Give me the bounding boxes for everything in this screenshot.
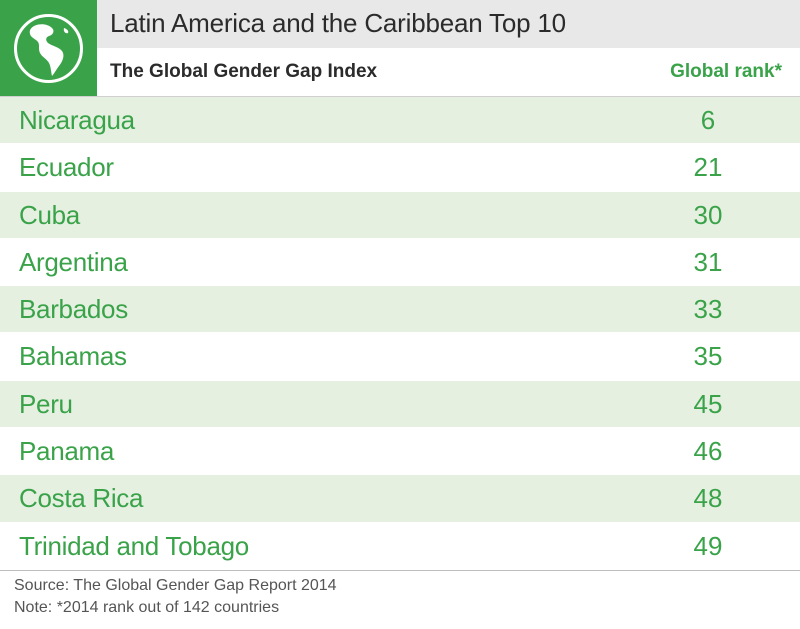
country-name: Costa Rica — [19, 483, 144, 514]
table-row: Nicaragua 6 — [0, 97, 800, 145]
table-row: Argentina 31 — [0, 238, 800, 287]
logo-box — [0, 0, 97, 97]
global-rank-value: 45 — [693, 388, 723, 419]
country-name: Bahamas — [19, 341, 127, 372]
table-row: Trinidad and Tobago 49 — [0, 522, 800, 570]
table-row: Peru 45 — [0, 380, 800, 429]
ranking-table: Nicaragua 6 Ecuador 21 Cuba 30 Argentina 31 Barb… — [0, 97, 800, 570]
table-row: Cuba 30 — [0, 191, 800, 239]
global-rank-value: 31 — [693, 246, 723, 277]
table-row: Bahamas 35 — [0, 333, 800, 381]
header: Latin America and the Caribbean Top 10 T… — [0, 0, 800, 97]
global-rank-value: 35 — [693, 341, 723, 372]
header-divider — [0, 96, 800, 97]
table-row: Barbados 33 — [0, 286, 800, 334]
title-band: Latin America and the Caribbean Top 10 — [97, 0, 800, 48]
page-title: Latin America and the Caribbean Top 10 — [110, 8, 566, 38]
global-rank-value: 21 — [693, 152, 723, 183]
country-name: Nicaragua — [19, 105, 135, 135]
global-rank-value: 6 — [700, 105, 716, 135]
country-name: Argentina — [19, 246, 128, 277]
global-rank-value: 30 — [693, 199, 723, 230]
global-rank-value: 33 — [693, 294, 723, 325]
global-rank-value: 48 — [693, 483, 723, 514]
table-row: Ecuador 21 — [0, 144, 800, 192]
country-name: Peru — [19, 388, 73, 419]
subtitle: The Global Gender Gap Index — [110, 61, 378, 82]
rank-column-header: Global rank* — [670, 61, 782, 82]
global-rank-value: 49 — [693, 530, 723, 561]
country-name: Ecuador — [19, 152, 114, 183]
global-rank-value: 46 — [693, 436, 723, 467]
country-name: Barbados — [19, 294, 128, 325]
table-row: Costa Rica 48 — [0, 475, 800, 523]
footnote: Note: *2014 rank out of 142 countries — [14, 599, 280, 616]
country-name: Trinidad and Tobago — [19, 530, 249, 561]
globe-americas-icon — [14, 14, 83, 83]
subtitle-band: The Global Gender Gap Index Global rank* — [97, 48, 800, 97]
country-name: Cuba — [19, 199, 80, 230]
country-name: Panama — [19, 436, 115, 467]
table-row: Panama 46 — [0, 428, 800, 476]
source-note: Source: The Global Gender Gap Report 201… — [14, 577, 337, 594]
footer-divider — [0, 570, 800, 571]
